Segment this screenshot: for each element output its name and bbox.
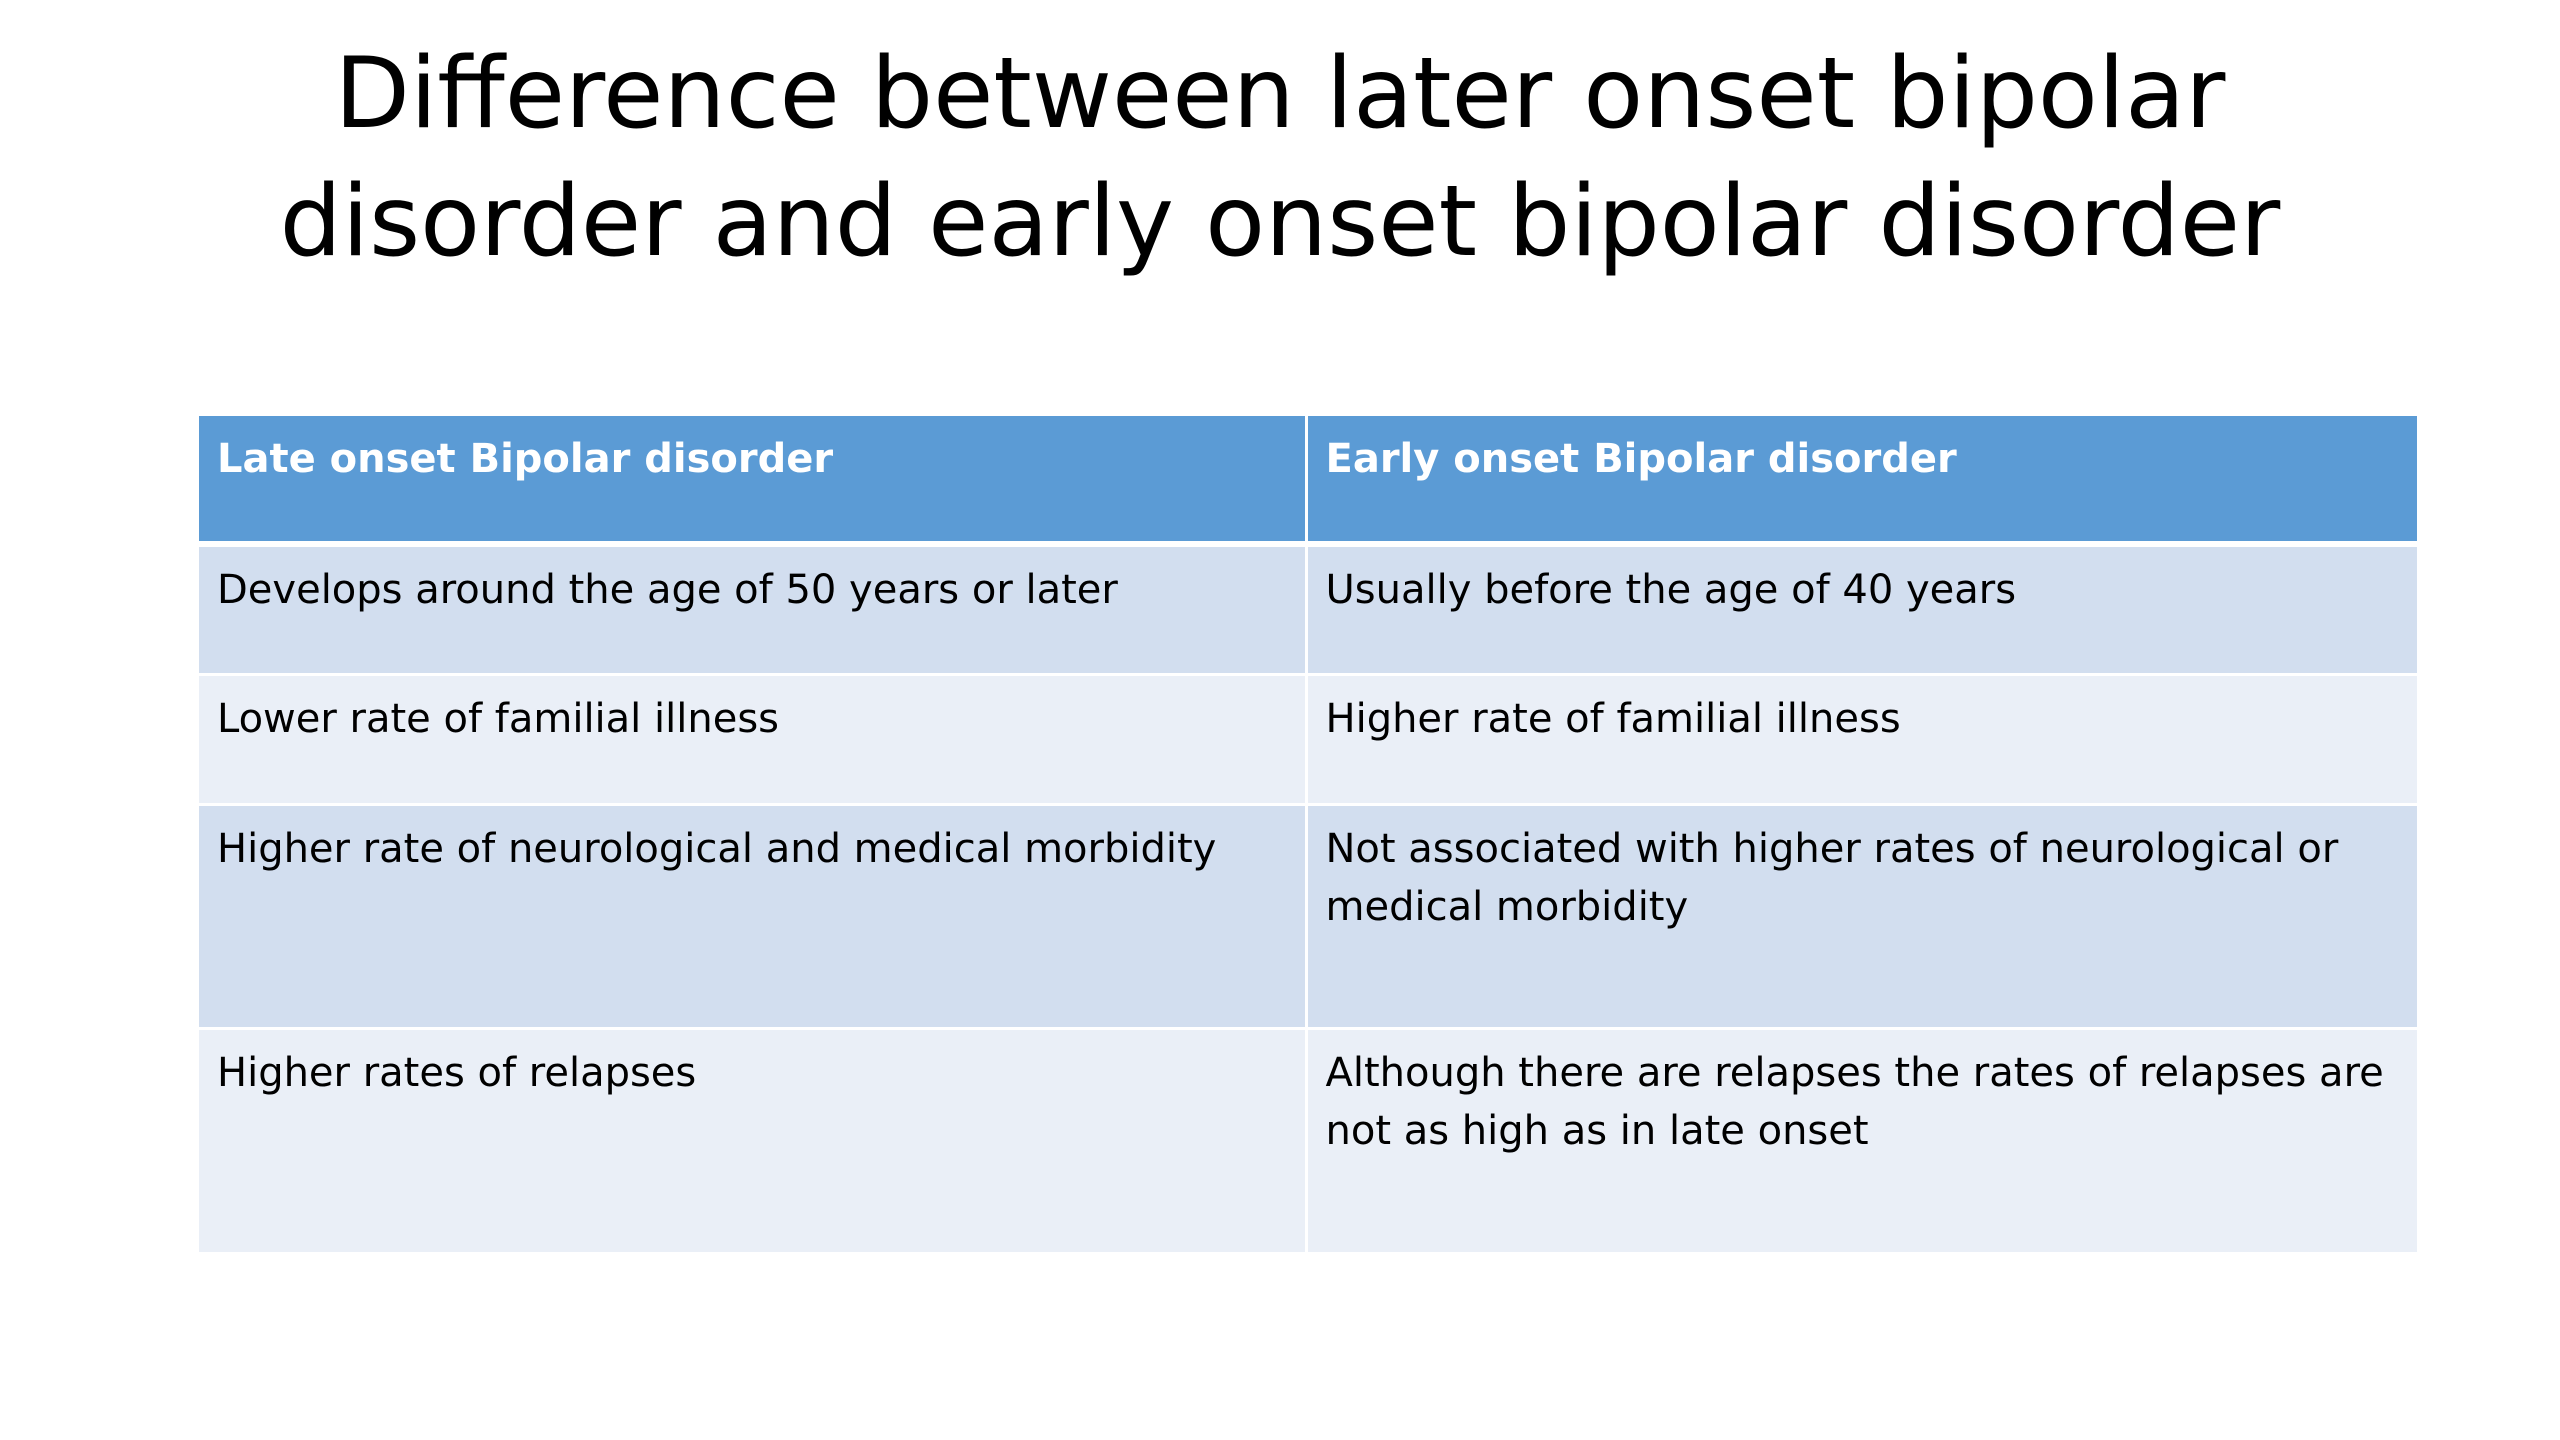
table-cell-early: Not associated with higher rates of neur…	[1304, 802, 2417, 1028]
header-late-onset: Late onset Bipolar disorder	[199, 416, 1306, 547]
table-cell-late: Higher rate of neurological and medical …	[199, 802, 1306, 1028]
table-cell-late: Higher rates of relapses	[199, 1026, 1306, 1252]
slide-title-line-2: disorder and early onset bipolar disorde…	[279, 165, 2281, 279]
table-cell-early: Although there are relapses the rates of…	[1304, 1026, 2417, 1252]
table-row: Higher rates of relapses Although there …	[199, 1026, 2417, 1252]
slide-title-line-1: Difference between later onset bipolar	[334, 37, 2226, 151]
slide-title: Difference between later onset bipolar d…	[0, 30, 2560, 286]
header-early-onset: Early onset Bipolar disorder	[1304, 416, 2417, 547]
table-cell-early: Higher rate of familial illness	[1304, 672, 2417, 804]
table-cell-early: Usually before the age of 40 years	[1304, 542, 2417, 674]
table-header-row: Late onset Bipolar disorder Early onset …	[199, 416, 2417, 547]
comparison-table: Late onset Bipolar disorder Early onset …	[199, 416, 2417, 1252]
table-row: Higher rate of neurological and medical …	[199, 802, 2417, 1028]
table-cell-late: Develops around the age of 50 years or l…	[199, 542, 1306, 674]
table-row: Develops around the age of 50 years or l…	[199, 542, 2417, 674]
table-row: Lower rate of familial illness Higher ra…	[199, 672, 2417, 804]
table-cell-late: Lower rate of familial illness	[199, 672, 1306, 804]
